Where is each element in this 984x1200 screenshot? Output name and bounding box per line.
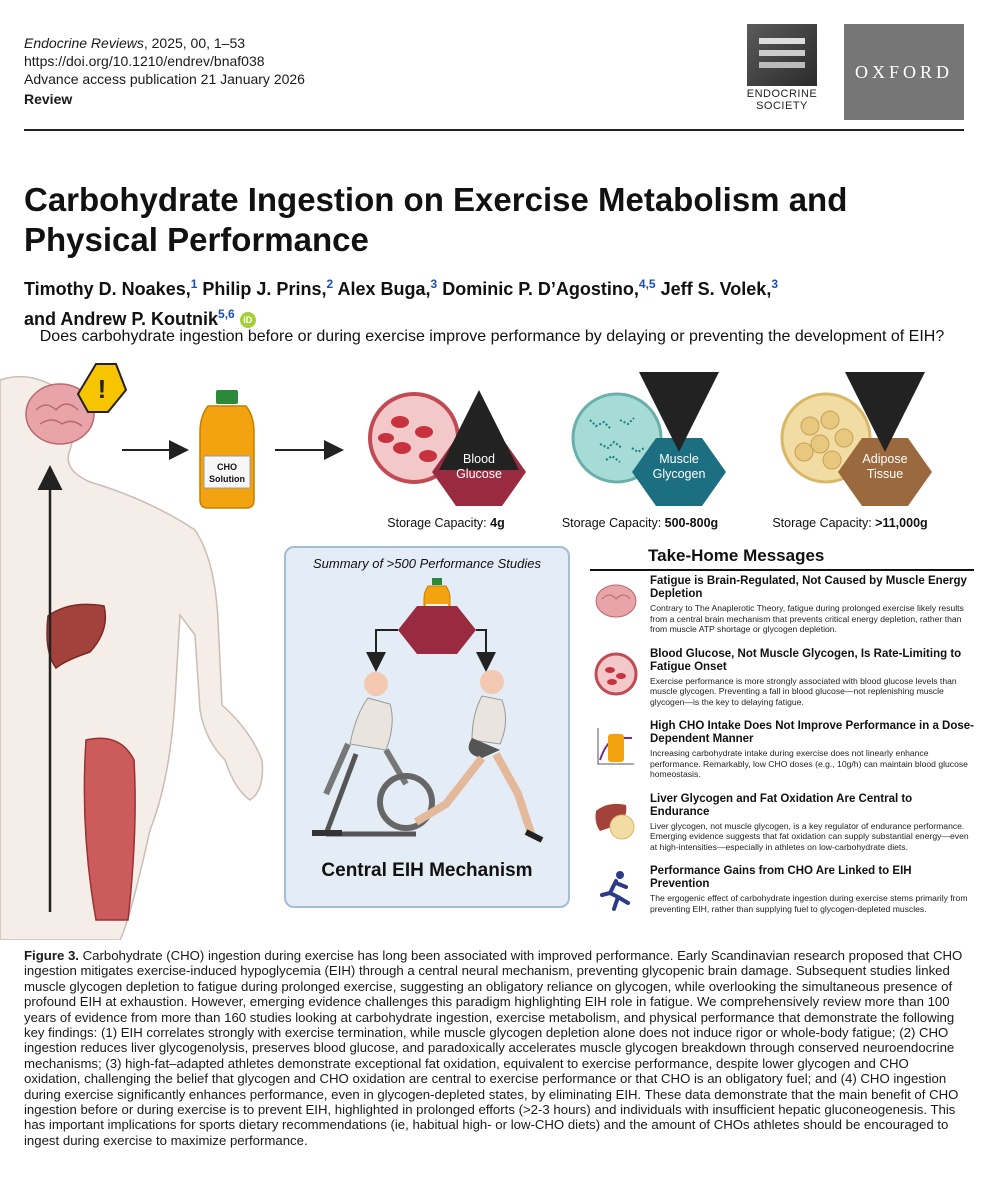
figure-caption: Figure 3. Carbohydrate (CHO) ingestion d…	[24, 948, 964, 1148]
author-affiliation[interactable]: 1	[190, 277, 198, 291]
endocrine-society-mark-icon	[747, 24, 817, 86]
journal-volume: , 2025, 00, 1–53	[143, 35, 246, 51]
author-affiliation[interactable]: 2	[326, 277, 334, 291]
author-name: Alex Buga,	[337, 279, 431, 299]
storage-capacity-label: Storage Capacity:	[561, 516, 662, 530]
caption-text: Carbohydrate (CHO) ingestion during exer…	[24, 948, 963, 1148]
author-affiliation[interactable]: 3	[430, 277, 438, 291]
human-body-icon	[0, 375, 264, 940]
graphical-abstract-question: Does carbohydrate ingestion before or du…	[39, 328, 945, 345]
message-item: Liver Glycogen and Fat Oxidation Are Cen…	[590, 793, 974, 853]
article-meta: Endocrine Reviews, 2025, 00, 1–53 https:…	[24, 34, 964, 108]
figure-label: Figure 3.	[24, 948, 79, 963]
figure-illustration: ! CHO Solution	[0, 363, 932, 940]
warning-icon: !	[76, 363, 128, 413]
cyclist-icon	[312, 672, 435, 837]
thigh-muscle-icon	[83, 737, 136, 921]
author-affiliation[interactable]: 4,5	[638, 277, 656, 291]
message-body: Contrary to The Anaplerotic Theory, fati…	[650, 603, 964, 634]
author-name: and Andrew P. Koutnik	[24, 309, 219, 329]
storage-capacity-value: 4g	[490, 516, 505, 530]
central-eih-label: Central EIH Mechanism	[321, 860, 533, 881]
summary-illustration	[312, 578, 544, 843]
storage-capacity-label: Storage Capacity:	[772, 516, 872, 530]
message-body: Exercise performance is more strongly as…	[650, 675, 957, 707]
storage-capacity-value: >11,000g	[875, 516, 928, 530]
svg-text:!: !	[98, 374, 107, 404]
storage-capacity-blood: Storage Capacity: 4g	[356, 516, 536, 530]
journal-name: Endocrine Reviews	[24, 35, 144, 51]
author-name: Timothy D. Noakes,	[24, 279, 191, 299]
author-name: Jeff S. Volek,	[660, 279, 772, 299]
access-date: Advance access publication 21 January 20…	[24, 71, 305, 87]
message-item: Fatigue is Brain-Regulated, Not Caused b…	[590, 575, 974, 635]
take-home-messages: Take-Home Messages Fatigue is Brain-Regu…	[590, 546, 974, 927]
message-heading: Blood Glucose, Not Muscle Glycogen, Is R…	[650, 647, 962, 673]
message-heading: Performance Gains from CHO Are Linked to…	[650, 865, 912, 890]
message-item: Performance Gains from CHO Are Linked to…	[590, 865, 974, 914]
article-type: Review	[24, 91, 73, 107]
author-affiliation[interactable]: 5,6	[218, 307, 235, 321]
cho-bottle-icon	[199, 390, 255, 509]
article-header: Endocrine Reviews, 2025, 00, 1–53 https:…	[24, 24, 964, 130]
message-heading: Liver Glycogen and Fat Oxidation Are Cen…	[650, 792, 913, 818]
graphical-abstract: ! CHO Solution	[0, 360, 984, 940]
orcid-icon[interactable]: iD	[239, 312, 256, 329]
summary-panel: Summary of >500 Performance Studies	[284, 546, 570, 908]
storage-capacity-muscle: Storage Capacity: 500-800g	[550, 516, 730, 530]
message-body: The ergogenic effect of carbohydrate ing…	[650, 893, 968, 914]
author-list: Timothy D. Noakes,1 Philip J. Prins,2 Al…	[24, 272, 964, 332]
storage-capacity-value: 500-800g	[664, 516, 719, 530]
author-name: Philip J. Prins,	[202, 279, 327, 299]
liver-fat-icon	[595, 803, 635, 839]
blood-cells-icon	[594, 652, 638, 695]
store-label-muscle-glycogen: Muscle Glycogen	[652, 452, 706, 481]
muscle-glycogen-hexagon	[632, 438, 726, 506]
storage-capacity-adipose: Storage Capacity: >11,000g	[760, 516, 940, 530]
brain-icon	[25, 383, 95, 445]
message-item: High CHO Intake Does Not Improve Perform…	[590, 720, 974, 780]
bottle-label-line-1: CHO	[217, 462, 237, 472]
endocrine-society-text: ENDOCRINE SOCIETY	[746, 88, 818, 112]
split-arrow-left	[366, 629, 398, 672]
running-person-icon	[600, 871, 630, 911]
adipose-tissue-hexagon	[838, 438, 932, 506]
oxford-logo: OXFORD	[844, 24, 964, 120]
take-home-title: Take-Home Messages	[590, 546, 974, 571]
brain-icon	[595, 584, 637, 618]
author-name: Dominic P. D’Agostino,	[442, 279, 639, 299]
message-body: Increasing carbohydrate intake during ex…	[650, 748, 968, 779]
message-body: Liver glycogen, not muscle glycogen, is …	[650, 820, 969, 852]
runner-icon	[413, 670, 544, 843]
store-label-adipose-tissue: Adipose Tissue	[862, 452, 908, 481]
bottle-label-line-2: Solution	[209, 474, 245, 484]
summary-title: Summary of >500 Performance Studies	[313, 556, 541, 571]
split-arrow-right	[476, 629, 496, 672]
doi-link[interactable]: https://doi.org/10.1210/endrev/bnaf038	[24, 53, 265, 69]
article-title: Carbohydrate Ingestion on Exercise Metab…	[24, 181, 848, 258]
small-blood-glucose-hexagon	[398, 606, 476, 654]
storage-capacity-label: Storage Capacity:	[387, 516, 487, 530]
message-heading: High CHO Intake Does Not Improve Perform…	[650, 720, 974, 745]
message-heading: Fatigue is Brain-Regulated, Not Caused b…	[650, 575, 967, 600]
message-item: Blood Glucose, Not Muscle Glycogen, Is R…	[590, 648, 974, 708]
dose-chart-icon	[597, 728, 634, 765]
endocrine-society-logo: ENDOCRINE SOCIETY	[734, 24, 830, 112]
publisher-logos: ENDOCRINE SOCIETY OXFORD	[734, 24, 964, 120]
header-rule	[24, 129, 964, 131]
author-affiliation[interactable]: 3	[771, 277, 779, 291]
store-label-blood-glucose: Blood Glucose	[456, 452, 502, 481]
